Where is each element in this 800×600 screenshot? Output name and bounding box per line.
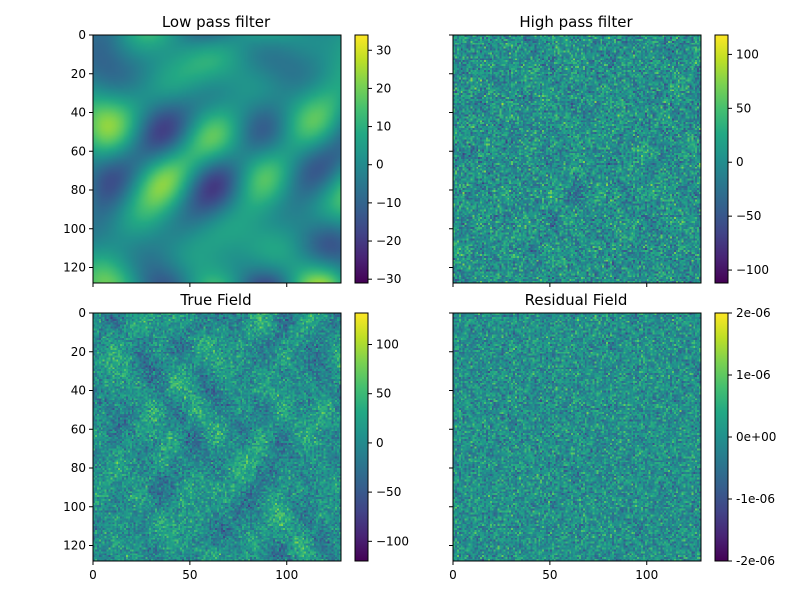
y-tick-label: 40	[71, 106, 86, 120]
panel-title-high-pass: High pass filter	[519, 13, 633, 31]
colorbar-tick-label: −20	[376, 234, 401, 248]
y-tick-label: 120	[63, 539, 86, 553]
x-tick-label: 100	[275, 568, 298, 582]
colorbar-tick-label: −50	[736, 209, 761, 223]
x-tick-label: 0	[89, 568, 97, 582]
colorbar-tick-label: 0	[376, 158, 384, 172]
colorbar-tick-label: −50	[376, 485, 401, 499]
colorbar-tick-label: -2e-06	[736, 554, 775, 568]
heatmap-residual-field	[453, 313, 701, 561]
y-tick-label: 0	[78, 306, 86, 320]
colorbar	[715, 35, 728, 283]
axes-frame	[452, 312, 702, 562]
colorbar-tick-label: 50	[376, 387, 391, 401]
x-tick-label: 100	[635, 568, 658, 582]
y-tick-label: 20	[71, 345, 86, 359]
colorbar	[715, 313, 728, 561]
y-tick-label: 0	[78, 28, 86, 42]
axes-frame	[452, 34, 702, 284]
x-tick-label: 50	[182, 568, 197, 582]
colorbar-tick-label: 0e+00	[736, 430, 776, 444]
colorbar-tick-label: 10	[376, 120, 391, 134]
panel-residual-field: Residual Field 0 50 100 2e-06 1e-06 0e+00 -1e…	[449, 291, 776, 582]
x-tick-label: 0	[449, 568, 457, 582]
y-tick-label: 60	[71, 144, 86, 158]
panel-true-field: True Field 0 50 100 0 20 40 60 80 100 120 100 50 0 −…	[63, 291, 409, 582]
colorbar-tick-label: -1e-06	[736, 492, 775, 506]
panel-high-pass: High pass filter 100 50 0 −50 −100	[449, 13, 769, 287]
colorbar-tick-label: 0	[376, 436, 384, 450]
colorbar-tick-label: 1e-06	[736, 368, 771, 382]
panel-title-low-pass: Low pass filter	[162, 13, 271, 31]
colorbar	[355, 35, 368, 283]
y-tick-label: 20	[71, 67, 86, 81]
axes-frame	[92, 312, 342, 562]
colorbar-tick-label: 2e-06	[736, 306, 771, 320]
heatmap-true-field	[93, 313, 341, 561]
panel-title-true-field: True Field	[179, 291, 251, 309]
colorbar-tick-label: −100	[376, 534, 409, 548]
y-tick-label: 80	[71, 461, 86, 475]
colorbar-tick-label: 50	[736, 101, 751, 115]
y-tick-label: 80	[71, 183, 86, 197]
colorbar-tick-label: 30	[376, 43, 391, 57]
colorbar-tick-label: 100	[736, 47, 759, 61]
heatmap-raster	[93, 35, 341, 283]
colorbar-frame	[354, 34, 369, 284]
heatmap-low-pass	[93, 35, 341, 283]
axes-frame	[92, 34, 342, 284]
y-tick-label: 100	[63, 222, 86, 236]
colorbar-tick-label: 0	[736, 155, 744, 169]
colorbar-tick-label: −30	[376, 272, 401, 286]
colorbar-frame	[354, 312, 369, 562]
heatmap-raster	[453, 313, 701, 561]
colorbar-tick-label: 100	[376, 337, 399, 351]
heatmap-high-pass	[453, 35, 701, 283]
y-tick-label: 100	[63, 500, 86, 514]
y-tick-label: 40	[71, 384, 86, 398]
panel-title-residual-field: Residual Field	[525, 291, 628, 309]
colorbar-tick-label: 20	[376, 81, 391, 95]
colorbar-tick-label: −100	[736, 263, 769, 277]
y-tick-label: 120	[63, 261, 86, 275]
colorbar	[355, 313, 368, 561]
heatmap-raster	[453, 35, 701, 283]
colorbar-frame	[714, 34, 729, 284]
colorbar-tick-label: −10	[376, 196, 401, 210]
y-tick-label: 60	[71, 422, 86, 436]
heatmap-raster	[93, 313, 341, 561]
x-tick-label: 50	[542, 568, 557, 582]
